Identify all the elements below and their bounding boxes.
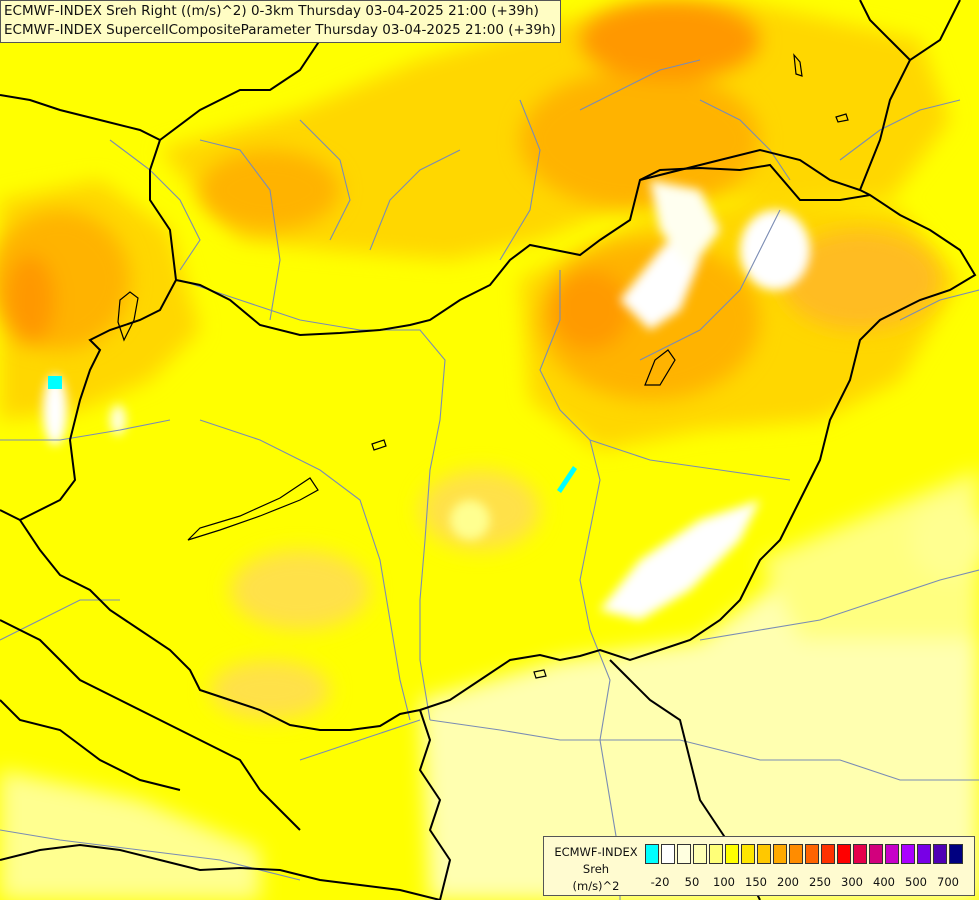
border-northeast [859, 0, 911, 61]
border-north [0, 94, 177, 281]
border-bosnia [0, 843, 441, 900]
border-ukraine [859, 0, 961, 191]
legend-swatch [741, 844, 755, 864]
legend-tick-label: 500 [905, 875, 927, 889]
legend-tick-label: 100 [713, 875, 735, 889]
legend-swatch [677, 844, 691, 864]
legend-swatch [757, 844, 771, 864]
legend-tick-label: 200 [777, 875, 799, 889]
rivers [0, 59, 979, 900]
legend-tick-label: 150 [745, 875, 767, 889]
legend-source: ECMWF-INDEX [554, 845, 638, 859]
legend-swatch [709, 844, 723, 864]
legend-swatch [645, 844, 659, 864]
legend-swatch [789, 844, 803, 864]
border-southwest [0, 699, 181, 791]
legend-swatch [853, 844, 867, 864]
border-austria-slovenia [0, 509, 21, 521]
high-sreh-zones [0, 0, 940, 400]
legend-swatch [725, 844, 739, 864]
low-sreh-zones [0, 470, 979, 900]
legend-swatch [837, 844, 851, 864]
legend-variable: Sreh [582, 862, 610, 876]
legend-swatch [933, 844, 947, 864]
legend-swatch [917, 844, 931, 864]
legend-tick-label: 300 [841, 875, 863, 889]
legend-swatch [949, 844, 963, 864]
legend-tick-label: 250 [809, 875, 831, 889]
legend-swatch [901, 844, 915, 864]
legend-swatch [885, 844, 899, 864]
border-serbia-croatia [418, 709, 452, 900]
legend-swatch [805, 844, 819, 864]
negative-sreh-spots [48, 376, 577, 493]
lakes [117, 53, 849, 679]
border-croatia [0, 619, 301, 831]
legend-swatch [773, 844, 787, 864]
lake-balaton [187, 477, 319, 541]
lake-neusiedl [117, 291, 139, 342]
legend-swatch [661, 844, 675, 864]
legend-unit: (m/s)^2 [572, 879, 620, 893]
map-title-line-2: ECMWF-INDEX SupercellCompositeParameter … [4, 22, 556, 38]
legend-tick-label: -20 [650, 875, 670, 889]
map-title-box: ECMWF-INDEX Sreh Right ((m/s)^2) 0-3km T… [0, 0, 561, 43]
legend-tick-label: 400 [873, 875, 895, 889]
legend-swatch [821, 844, 835, 864]
minimum-sreh-zones [43, 180, 810, 620]
color-legend: ECMWF-INDEX Sreh (m/s)^2 -20 50 100 150 200 2… [543, 836, 975, 896]
legend-swatch [693, 844, 707, 864]
border-slovakia-east [639, 148, 871, 196]
border-hungary [18, 163, 977, 731]
legend-swatch [869, 844, 883, 864]
map-title-line-1: ECMWF-INDEX Sreh Right ((m/s)^2) 0-3km T… [4, 3, 539, 19]
legend-tick-label: 50 [684, 875, 700, 889]
legend-tick-label: 700 [937, 875, 959, 889]
